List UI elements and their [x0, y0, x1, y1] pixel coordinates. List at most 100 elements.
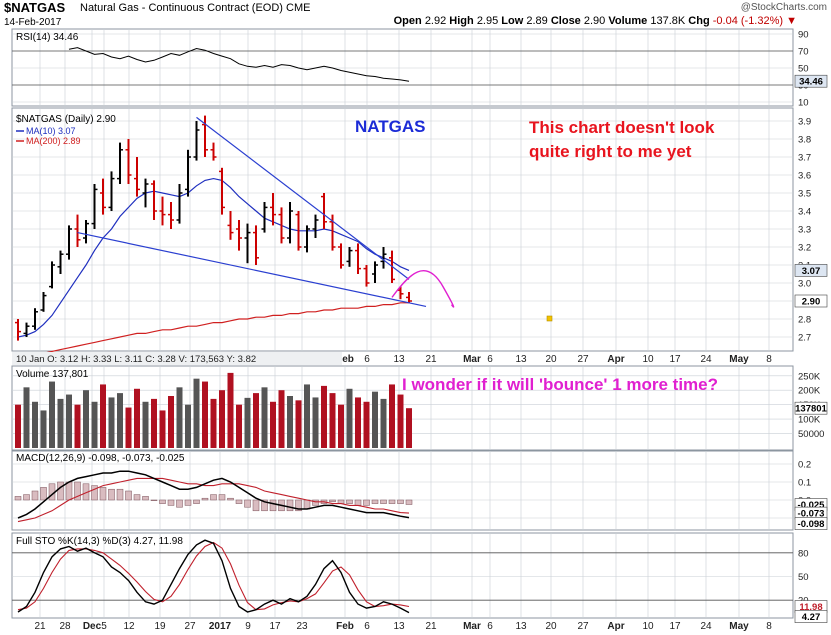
- price-tick-label-12: 2.7: [798, 333, 811, 344]
- ohlc-bar-6: [66, 225, 72, 260]
- price-tick-label-5: 3.4: [798, 207, 811, 218]
- volume-bar-22: [202, 381, 208, 448]
- x-tick-label-bottom-20: Apr: [607, 621, 624, 632]
- macd-histogram-bar-43: [380, 499, 387, 504]
- macd-histogram-bar-11: [108, 488, 115, 501]
- ohlc-bar-25: [227, 211, 234, 240]
- ohlc-bar-28: [253, 225, 259, 265]
- macd-histogram-bar-45: [397, 499, 404, 504]
- volume-last-tag: 137801: [795, 404, 827, 415]
- x-tick-label-bottom-9: 17: [269, 621, 281, 632]
- ohlc-bar-41: [363, 265, 370, 287]
- x-tick-label-top-25: 8: [766, 354, 772, 365]
- x-tick-label-top-16: 6: [487, 354, 493, 365]
- x-tick-label-bottom-5: 19: [154, 621, 166, 632]
- x-tick-label-top-14: 21: [425, 354, 437, 365]
- macd-hist-tag: -0.025: [798, 500, 826, 511]
- x-tick-label-bottom-22: 17: [669, 621, 681, 632]
- ohlc-bar-30: [270, 193, 276, 226]
- close-value: 2.90: [583, 15, 606, 27]
- macd-histogram-bar-24: [218, 494, 226, 501]
- macd-signal-line: [17, 477, 410, 523]
- macd-histogram-bar-13: [125, 490, 132, 501]
- volume-bar-10: [100, 384, 106, 448]
- rsi-last-tag-box: [794, 74, 828, 88]
- macd-histogram-bar-21: [193, 499, 200, 504]
- contract-label: Natural Gas - Continuous Contract (EOD): [80, 2, 283, 14]
- volume-bar-14: [134, 388, 140, 448]
- price-panel: [11, 107, 794, 352]
- macd-last-tag-box: [794, 517, 828, 530]
- ohlc-bar-34: [304, 225, 310, 253]
- macd-histogram-bar-40: [354, 499, 362, 506]
- ma200-legend: MA(200) 2.89: [26, 136, 81, 146]
- volume-bar-33: [295, 400, 302, 448]
- volume-title: Volume 137,801: [16, 369, 89, 380]
- ohlc-bar-4: [49, 261, 55, 289]
- x-tick-label-bottom-11: Feb: [336, 621, 354, 632]
- chg-label: Chg: [688, 15, 710, 27]
- x-tick-label-bottom-19: 27: [577, 621, 589, 632]
- macd-histogram-bar-37: [329, 499, 336, 503]
- volume-bar-43: [380, 398, 387, 448]
- x-tick-label-bottom-17: 13: [515, 621, 527, 632]
- macd-histogram-bar-1: [23, 494, 30, 501]
- chart-date: 14-Feb-2017: [4, 17, 62, 28]
- volume-bar-13: [125, 407, 132, 448]
- x-tick-label-bottom-8: 9: [245, 621, 251, 632]
- ohlc-bar-21: [193, 121, 200, 161]
- contract-name: Natural Gas - Continuous Contract (EOD) …: [80, 2, 310, 14]
- price-tick-label-0: 3.9: [798, 117, 811, 128]
- macd-histogram-bar-39: [346, 499, 353, 504]
- volume-bar-40: [355, 397, 361, 448]
- macd-histogram-bar-12: [116, 488, 124, 501]
- ohlc-bar-19: [176, 184, 183, 224]
- volume-tick-label-4: 50000: [798, 429, 824, 440]
- volume-bar-27: [244, 397, 251, 448]
- annotation-comment-line1: This chart doesn't look: [529, 118, 715, 137]
- macd-histogram-bar-14: [133, 494, 141, 501]
- rsi-tick-label-2: 50: [798, 64, 809, 75]
- ohlc-bar-38: [338, 243, 344, 269]
- price-last-tag-box: [794, 294, 828, 308]
- price-title: $NATGAS (Daily) 2.90: [16, 114, 116, 125]
- volume-bar-34: [304, 384, 310, 448]
- volume-bar-41: [363, 401, 370, 448]
- volume-label: Volume: [608, 15, 648, 27]
- ma10-line: [17, 177, 410, 338]
- annotation-question: I wonder if it will 'bounce' 1 more time…: [402, 375, 718, 394]
- x-tick-label-bottom-10: 23: [296, 621, 308, 632]
- x-tick-label-top-20: Apr: [607, 354, 624, 365]
- ohlc-bar-8: [83, 220, 89, 244]
- volume-bar-31: [278, 390, 285, 448]
- macd-histogram-bar-32: [286, 499, 294, 512]
- x-tick-label-top-15: Mar: [463, 354, 481, 365]
- macd-histogram-bar-44: [388, 499, 396, 504]
- x-tick-label-bottom-3: 5: [101, 621, 107, 632]
- ma10-legend: MA(10) 3.07: [26, 126, 76, 136]
- crosshair-info-strip: [12, 352, 342, 365]
- volume-bar-4: [49, 381, 55, 448]
- chg-down-icon: ▼: [786, 15, 797, 27]
- ohlc-bar-22: [202, 115, 208, 157]
- x-tick-label-top-17: 13: [515, 354, 527, 365]
- ohlc-bar-35: [312, 214, 319, 238]
- rsi-tick-label-1: 70: [798, 47, 809, 58]
- ohlc-bar-46: [406, 292, 412, 303]
- x-tick-label-top-24: May: [729, 354, 749, 365]
- volume-bar-15: [142, 401, 149, 448]
- macd-histogram-bar-3: [40, 487, 47, 501]
- volume-bar-32: [287, 396, 293, 448]
- macd-histogram-bar-27: [244, 499, 251, 508]
- volume-bar-30: [270, 401, 276, 448]
- macd-histogram-bar-9: [91, 485, 98, 501]
- volume-bar-29: [261, 387, 268, 448]
- ohlc-bar-40: [355, 243, 361, 274]
- volume-bar-12: [117, 393, 123, 448]
- price-tick-label-4: 3.5: [798, 189, 811, 200]
- volume-bar-9: [91, 401, 98, 448]
- annotation-comment-line2: quite right to me yet: [529, 142, 692, 161]
- volume-bar-6: [66, 394, 72, 448]
- ohlc-bar-26: [236, 220, 242, 251]
- x-tick-label-bottom-13: 13: [393, 621, 405, 632]
